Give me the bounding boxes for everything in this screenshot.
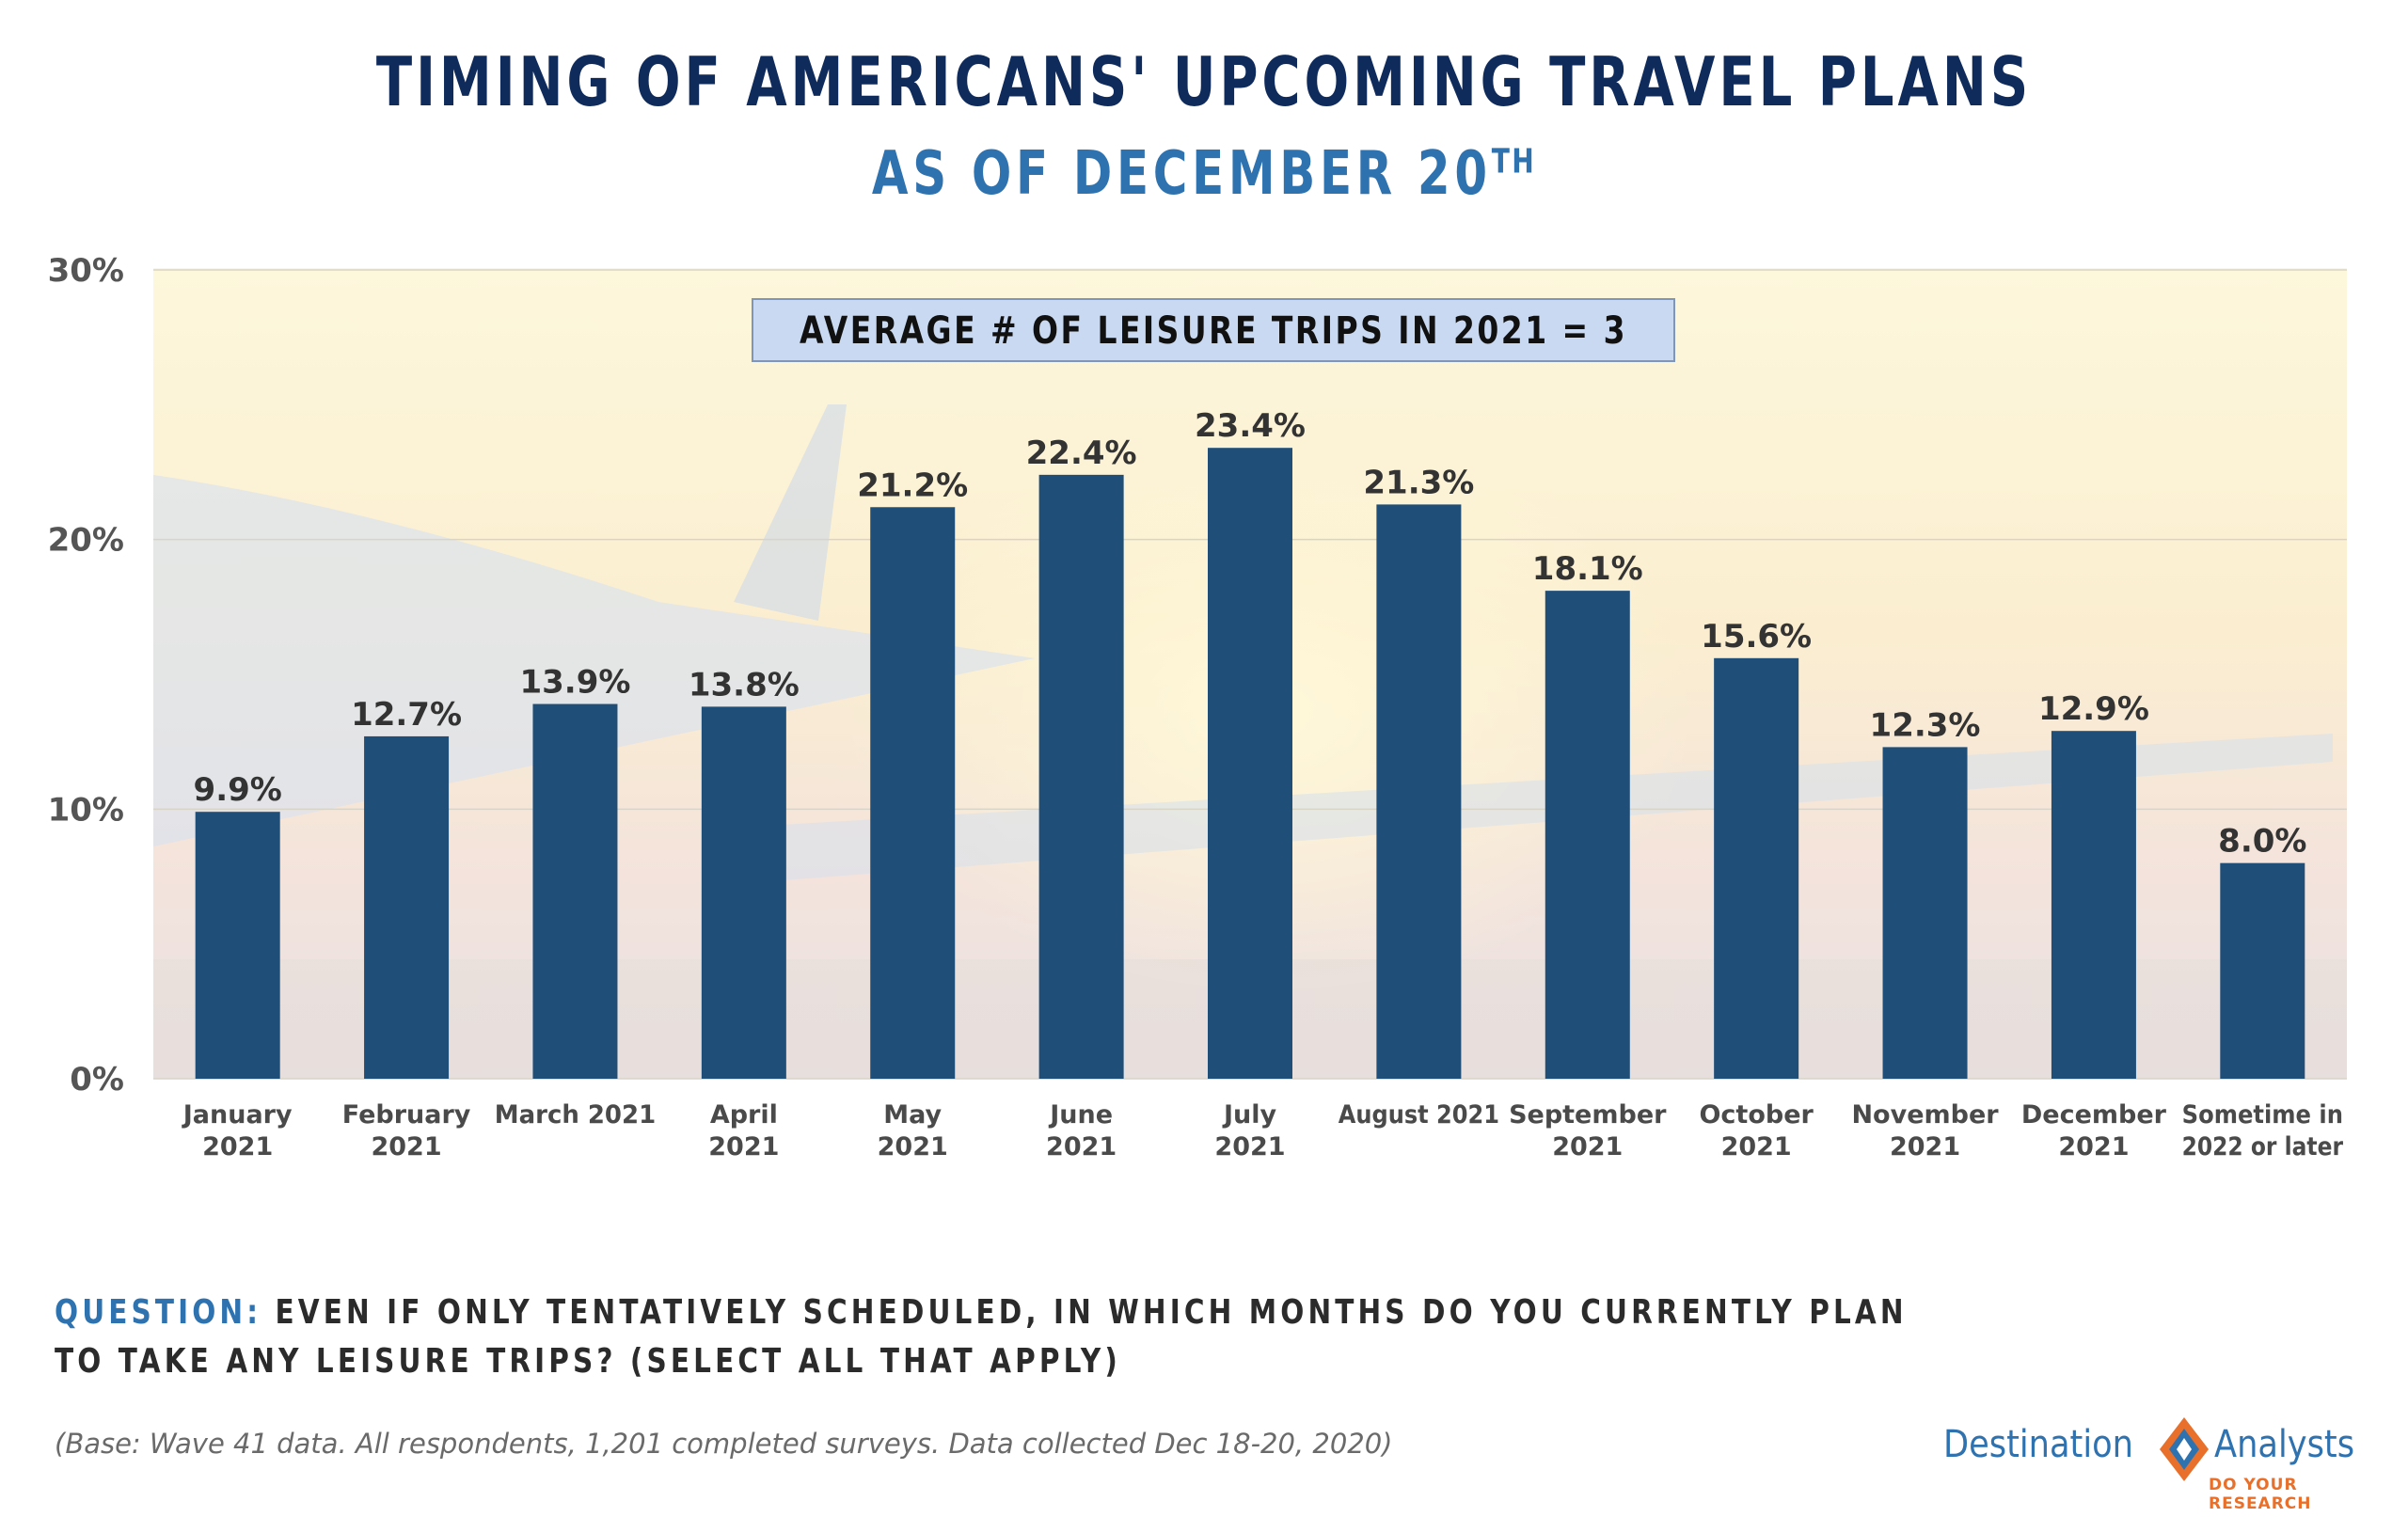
bars bbox=[195, 448, 2305, 1079]
x-tick-label: May bbox=[883, 1100, 942, 1130]
bar bbox=[1545, 591, 1630, 1079]
y-axis-ticks: 0% 10% 20% 30% bbox=[48, 252, 124, 1098]
bar bbox=[1208, 448, 1292, 1079]
destination-analysts-logo: Destination Analysts DO YOUR RESEARCH bbox=[1943, 1415, 2395, 1513]
x-tick-label: 2021 bbox=[2058, 1132, 2129, 1161]
x-tick-label: January bbox=[182, 1100, 293, 1130]
bar bbox=[870, 507, 956, 1079]
logo-diamond-icon bbox=[2160, 1417, 2209, 1481]
x-tick-label: 2021 bbox=[1721, 1132, 1792, 1161]
bar bbox=[1376, 504, 1462, 1079]
x-tick-label: 2021 bbox=[1890, 1132, 1960, 1161]
bar-value-label: 12.9% bbox=[2038, 690, 2149, 728]
bar-value-label: 21.2% bbox=[857, 466, 968, 504]
logo-tagline: DO YOUR RESEARCH bbox=[2209, 1476, 2312, 1513]
y-tick-label: 10% bbox=[48, 791, 124, 829]
x-tick-label: December bbox=[2021, 1100, 2167, 1130]
bar-value-label: 13.8% bbox=[689, 666, 800, 703]
bar bbox=[1714, 657, 1799, 1079]
x-tick-label: 2021 bbox=[371, 1132, 441, 1161]
logo-word-destination: Destination bbox=[1943, 1423, 2133, 1466]
bar-value-label: 12.3% bbox=[1870, 706, 1981, 744]
x-tick-label: 2021 bbox=[708, 1132, 779, 1161]
x-tick-label: 2021 bbox=[878, 1132, 948, 1161]
callout-text: AVERAGE # OF LEISURE TRIPS IN 2021 = 3 bbox=[800, 309, 1627, 353]
bar bbox=[195, 812, 280, 1079]
x-tick-label: 2021 bbox=[1214, 1132, 1285, 1161]
question-text: EVEN IF ONLY TENTATIVELY SCHEDULED, IN W… bbox=[55, 1293, 1908, 1381]
bar bbox=[2051, 731, 2136, 1079]
bar bbox=[701, 706, 786, 1079]
bar bbox=[2220, 862, 2305, 1079]
bar-value-label: 9.9% bbox=[194, 771, 282, 809]
x-tick-label: 2021 bbox=[1552, 1132, 1623, 1161]
x-tick-label: July bbox=[1222, 1100, 1277, 1130]
bar-value-label: 12.7% bbox=[351, 696, 462, 734]
x-tick-label: August 2021 bbox=[1339, 1100, 1499, 1130]
bar-value-label: 23.4% bbox=[1195, 407, 1306, 445]
x-tick-label: June bbox=[1048, 1100, 1113, 1130]
question-label: QUESTION: bbox=[55, 1293, 262, 1332]
value-labels: 9.9% 12.7% 13.9% 13.8% 21.2% 22.4% 23.4% 21.3% 1… bbox=[194, 407, 2307, 860]
x-tick-label: 2022 or later bbox=[2182, 1132, 2344, 1161]
chart-subtitle: AS OF DECEMBER 20TH bbox=[265, 139, 2144, 209]
bar-value-label: 8.0% bbox=[2218, 823, 2306, 861]
bar bbox=[1038, 474, 1124, 1079]
x-tick-label: 2021 bbox=[1046, 1132, 1117, 1161]
bar-value-label: 13.9% bbox=[519, 664, 630, 702]
logo-word-analysts: Analysts bbox=[2214, 1423, 2355, 1466]
x-tick-label: 2021 bbox=[202, 1132, 273, 1161]
x-tick-label: March 2021 bbox=[495, 1100, 656, 1130]
bar bbox=[532, 703, 618, 1079]
y-tick-label: 20% bbox=[48, 522, 124, 560]
x-tick-label: February bbox=[342, 1100, 471, 1130]
survey-question: QUESTION: EVEN IF ONLY TENTATIVELY SCHED… bbox=[55, 1288, 1952, 1386]
bar-value-label: 18.1% bbox=[1532, 550, 1643, 588]
base-note: (Base: Wave 41 data. All respondents, 1,… bbox=[55, 1428, 1393, 1460]
chart-title: TIMING OF AMERICANS' UPCOMING TRAVEL PLA… bbox=[375, 42, 2033, 121]
x-tick-label: November bbox=[1851, 1100, 1999, 1130]
bar-chart: 0% 10% 20% 30% 9.9% 12.7% 13.9% 13.8% 21.2% 22.4… bbox=[48, 252, 2347, 1161]
y-tick-label: 30% bbox=[48, 252, 124, 290]
y-tick-label: 0% bbox=[70, 1061, 124, 1098]
x-tick-label: April bbox=[710, 1100, 778, 1130]
subtitle-text: AS OF DECEMBER 20 bbox=[871, 139, 1492, 209]
x-tick-label: October bbox=[1699, 1100, 1814, 1130]
bar-value-label: 15.6% bbox=[1701, 618, 1812, 656]
callout-box: AVERAGE # OF LEISURE TRIPS IN 2021 = 3 bbox=[752, 298, 1675, 362]
x-tick-label: Sometime in bbox=[2182, 1100, 2343, 1130]
subtitle-superscript: TH bbox=[1491, 142, 1537, 182]
bar-value-label: 21.3% bbox=[1363, 464, 1474, 501]
bar-value-label: 22.4% bbox=[1026, 435, 1137, 472]
x-tick-label: September bbox=[1509, 1100, 1667, 1130]
bar bbox=[1882, 747, 1968, 1079]
bar bbox=[364, 735, 450, 1079]
